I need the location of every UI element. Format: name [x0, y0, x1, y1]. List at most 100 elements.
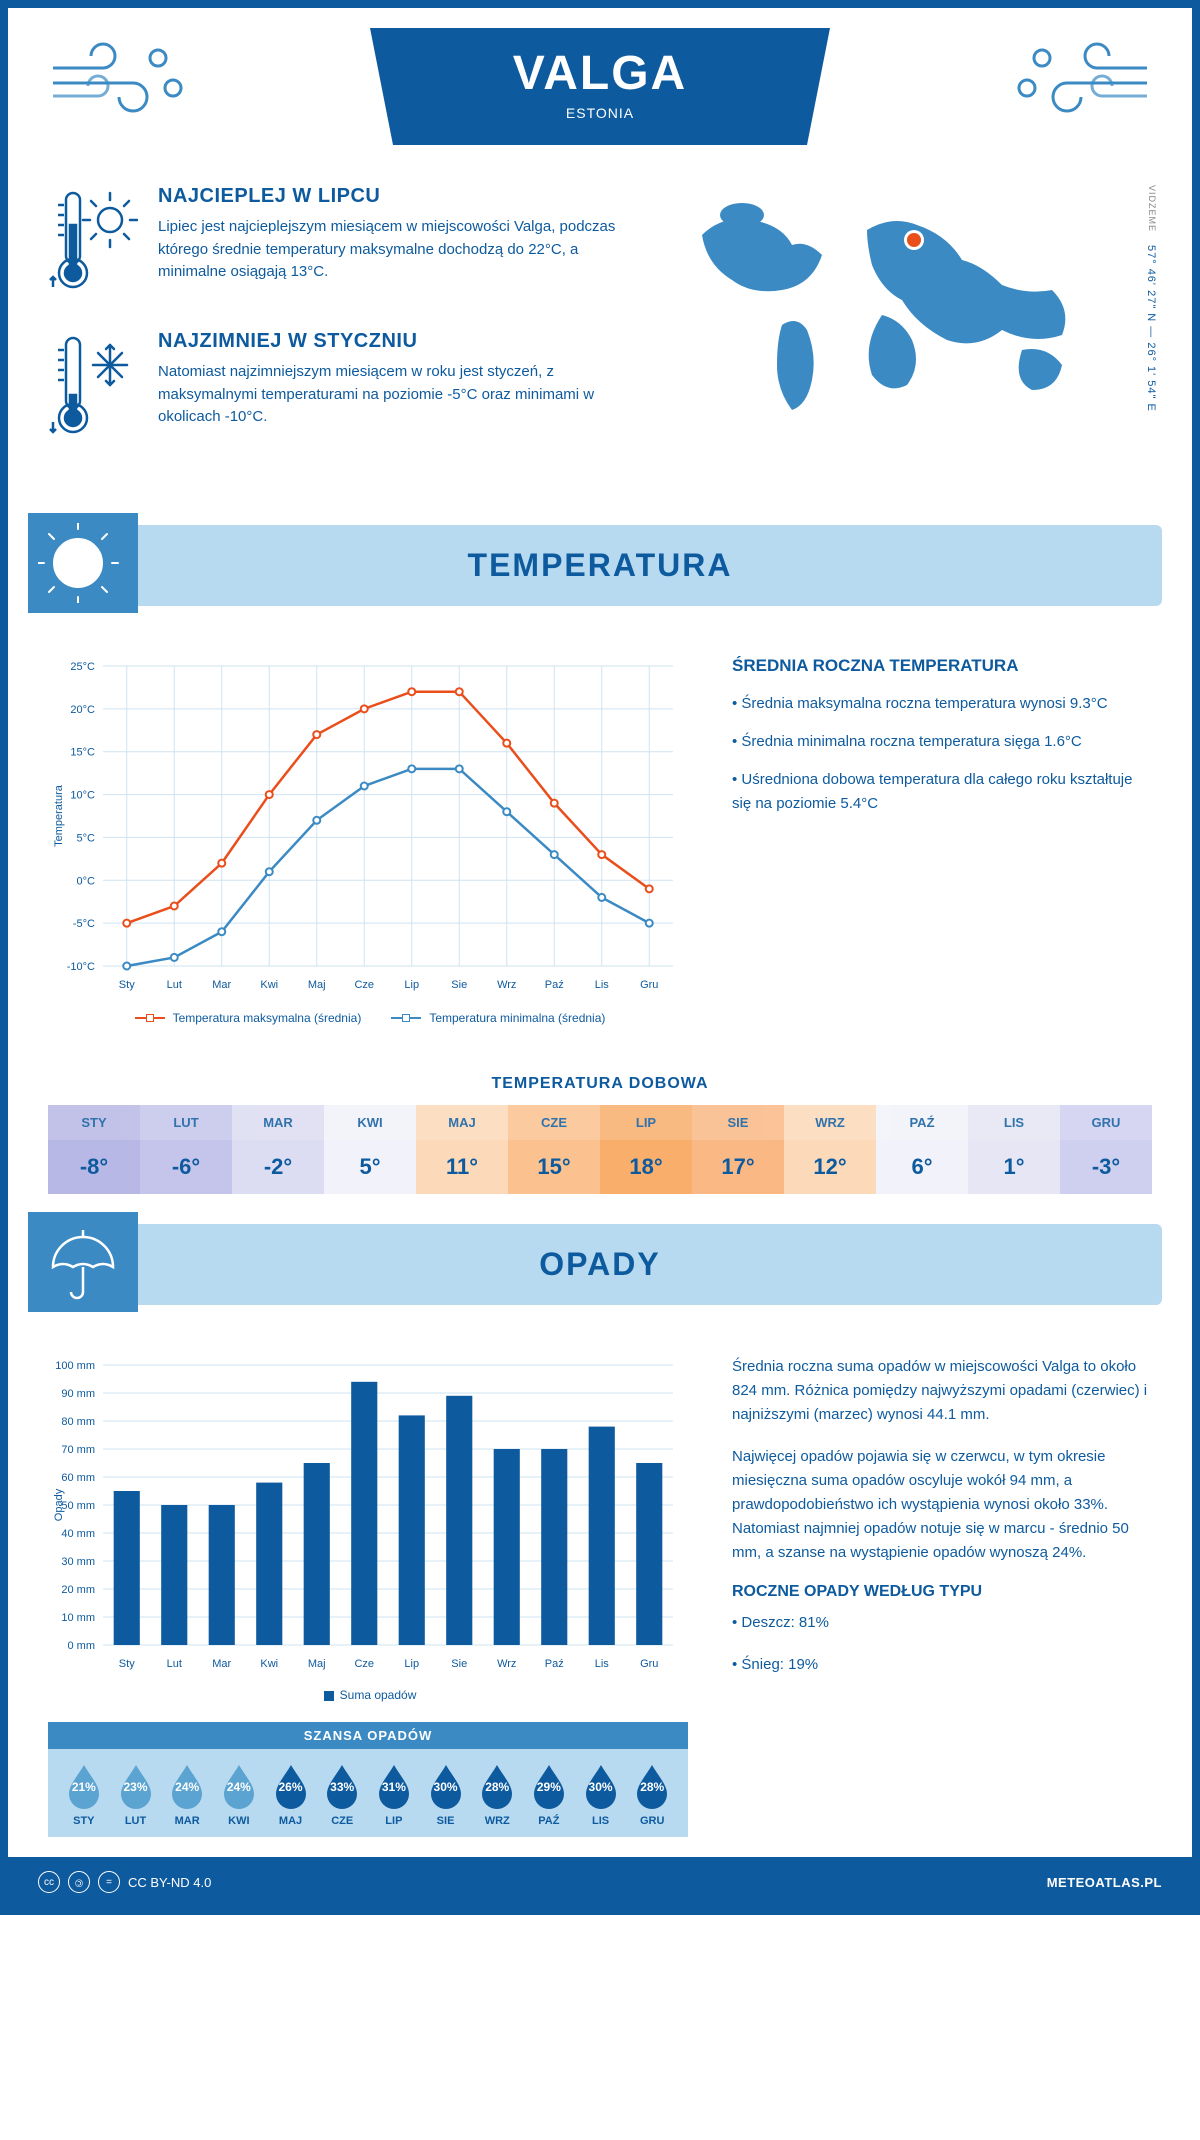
- svg-text:Cze: Cze: [354, 979, 374, 991]
- svg-text:Temperatura: Temperatura: [53, 784, 65, 847]
- svg-text:Lis: Lis: [595, 1658, 610, 1670]
- svg-text:Sty: Sty: [119, 979, 135, 991]
- chance-cell: 30%SIE: [420, 1763, 472, 1827]
- svg-text:80 mm: 80 mm: [61, 1416, 95, 1428]
- temp-line-chart: -10°C-5°C0°C5°C10°C15°C20°C25°CStyLutMar…: [48, 656, 688, 996]
- svg-text:30 mm: 30 mm: [61, 1556, 95, 1568]
- cc-icon: cc: [38, 1871, 60, 1893]
- svg-text:Maj: Maj: [308, 979, 326, 991]
- precip-chance-table: SZANSA OPADÓW 21%STY23%LUT24%MAR24%KWI26…: [48, 1722, 688, 1837]
- svg-text:Kwi: Kwi: [260, 979, 278, 991]
- raindrop-icon: 33%: [323, 1763, 361, 1809]
- coldest-block: NAJZIMNIEJ W STYCZNIU Natomiast najzimni…: [48, 330, 642, 445]
- svg-text:5°C: 5°C: [77, 832, 96, 844]
- summary-text-col: NAJCIEPLEJ W LIPCU Lipiec jest najcieple…: [48, 185, 642, 475]
- daily-temp-cell: CZE15°: [508, 1105, 600, 1194]
- header: VALGA ESTONIA: [8, 8, 1192, 175]
- svg-text:Lis: Lis: [595, 979, 610, 991]
- precip-type-0: • Deszcz: 81%: [732, 1611, 1152, 1635]
- svg-text:Sie: Sie: [451, 979, 467, 991]
- svg-text:40 mm: 40 mm: [61, 1528, 95, 1540]
- svg-text:Wrz: Wrz: [497, 1658, 516, 1670]
- sun-icon: [28, 513, 138, 613]
- svg-text:-5°C: -5°C: [73, 918, 95, 930]
- svg-text:Paź: Paź: [545, 1658, 564, 1670]
- by-icon: 🄯: [68, 1871, 90, 1893]
- daily-temp-cell: LIP18°: [600, 1105, 692, 1194]
- raindrop-icon: 28%: [633, 1763, 671, 1809]
- hottest-text: Lipiec jest najcieplejszym miesiącem w m…: [158, 216, 642, 284]
- chance-cell: 28%GRU: [626, 1763, 678, 1827]
- temp-annual-item-2: • Uśredniona dobowa temperatura dla całe…: [732, 768, 1152, 816]
- daily-temp-cell: STY-8°: [48, 1105, 140, 1194]
- svg-text:0°C: 0°C: [77, 875, 96, 887]
- world-map: [672, 185, 1112, 425]
- raindrop-icon: 23%: [117, 1763, 155, 1809]
- thermometer-snow-icon: [48, 330, 138, 445]
- umbrella-icon: [28, 1212, 138, 1312]
- temp-chart: -10°C-5°C0°C5°C10°C15°C20°C25°CStyLutMar…: [48, 656, 692, 1025]
- svg-text:Gru: Gru: [640, 979, 658, 991]
- svg-text:Lip: Lip: [404, 979, 419, 991]
- precip-text-col: Średnia roczna suma opadów w miejscowośc…: [732, 1355, 1152, 1837]
- precip-section-title: OPADY: [38, 1246, 1162, 1283]
- svg-text:60 mm: 60 mm: [61, 1472, 95, 1484]
- infographic-page: VALGA ESTONIA NAJCIEPLEJ W LIPCU Lipiec …: [0, 0, 1200, 1915]
- svg-text:25°C: 25°C: [70, 661, 95, 673]
- hottest-block: NAJCIEPLEJ W LIPCU Lipiec jest najcieple…: [48, 185, 642, 300]
- daily-temp-cell: LUT-6°: [140, 1105, 232, 1194]
- legend-max: Temperatura maksymalna (średnia): [173, 1011, 362, 1025]
- precip-type-title: ROCZNE OPADY WEDŁUG TYPU: [732, 1583, 1152, 1601]
- svg-text:Lip: Lip: [404, 1658, 419, 1670]
- precip-p1: Średnia roczna suma opadów w miejscowośc…: [732, 1355, 1152, 1427]
- coldest-title: NAJZIMNIEJ W STYCZNIU: [158, 330, 642, 353]
- precip-section: 0 mm10 mm20 mm30 mm40 mm50 mm60 mm70 mm8…: [8, 1325, 1192, 1857]
- temp-annual-item-0: • Średnia maksymalna roczna temperatura …: [732, 692, 1152, 716]
- raindrop-icon: 31%: [375, 1763, 413, 1809]
- daily-temp-title: TEMPERATURA DOBOWA: [8, 1075, 1192, 1093]
- city-name: VALGA: [390, 46, 810, 101]
- raindrop-icon: 26%: [272, 1763, 310, 1809]
- temp-annual-item-1: • Średnia minimalna roczna temperatura s…: [732, 730, 1152, 754]
- chance-cell: 23%LUT: [110, 1763, 162, 1827]
- raindrop-icon: 24%: [220, 1763, 258, 1809]
- footer: cc 🄯 = CC BY-ND 4.0 METEOATLAS.PL: [8, 1857, 1192, 1907]
- svg-text:Kwi: Kwi: [260, 1658, 278, 1670]
- daily-temp-cell: MAJ11°: [416, 1105, 508, 1194]
- chance-cell: 31%LIP: [368, 1763, 420, 1827]
- raindrop-icon: 30%: [582, 1763, 620, 1809]
- svg-text:-10°C: -10°C: [67, 961, 95, 973]
- svg-text:Lut: Lut: [167, 979, 182, 991]
- svg-text:50 mm: 50 mm: [61, 1500, 95, 1512]
- svg-text:Mar: Mar: [212, 979, 231, 991]
- raindrop-icon: 24%: [168, 1763, 206, 1809]
- chance-cell: 30%LIS: [575, 1763, 627, 1827]
- daily-temp-cell: PAŹ6°: [876, 1105, 968, 1194]
- temp-section: -10°C-5°C0°C5°C10°C15°C20°C25°CStyLutMar…: [8, 626, 1192, 1055]
- precip-section-banner: OPADY: [38, 1224, 1162, 1305]
- svg-text:0 mm: 0 mm: [68, 1640, 96, 1652]
- precip-p2: Najwięcej opadów pojawia się w czerwcu, …: [732, 1445, 1152, 1565]
- daily-temp-cell: LIS1°: [968, 1105, 1060, 1194]
- license: cc 🄯 = CC BY-ND 4.0: [38, 1871, 211, 1893]
- coldest-text: Natomiast najzimniejszym miesiącem w rok…: [158, 361, 642, 429]
- precip-legend: Suma opadów: [48, 1688, 692, 1702]
- precip-bar-chart: 0 mm10 mm20 mm30 mm40 mm50 mm60 mm70 mm8…: [48, 1355, 688, 1675]
- chance-cell: 33%CZE: [316, 1763, 368, 1827]
- daily-temp-cell: SIE17°: [692, 1105, 784, 1194]
- temp-annual-title: ŚREDNIA ROCZNA TEMPERATURA: [732, 656, 1152, 676]
- chance-cell: 24%MAR: [161, 1763, 213, 1827]
- thermometer-sun-icon: [48, 185, 138, 300]
- svg-text:20°C: 20°C: [70, 704, 95, 716]
- site-name: METEOATLAS.PL: [1047, 1875, 1162, 1890]
- wind-icon-left: [48, 38, 188, 123]
- temp-section-banner: TEMPERATURA: [38, 525, 1162, 606]
- svg-text:10 mm: 10 mm: [61, 1612, 95, 1624]
- svg-text:100 mm: 100 mm: [55, 1360, 95, 1372]
- daily-temp-table: STY-8°LUT-6°MAR-2°KWI5°MAJ11°CZE15°LIP18…: [48, 1105, 1152, 1194]
- svg-text:Maj: Maj: [308, 1658, 326, 1670]
- svg-text:Sie: Sie: [451, 1658, 467, 1670]
- hottest-title: NAJCIEPLEJ W LIPCU: [158, 185, 642, 208]
- svg-text:70 mm: 70 mm: [61, 1444, 95, 1456]
- license-text: CC BY-ND 4.0: [128, 1875, 211, 1890]
